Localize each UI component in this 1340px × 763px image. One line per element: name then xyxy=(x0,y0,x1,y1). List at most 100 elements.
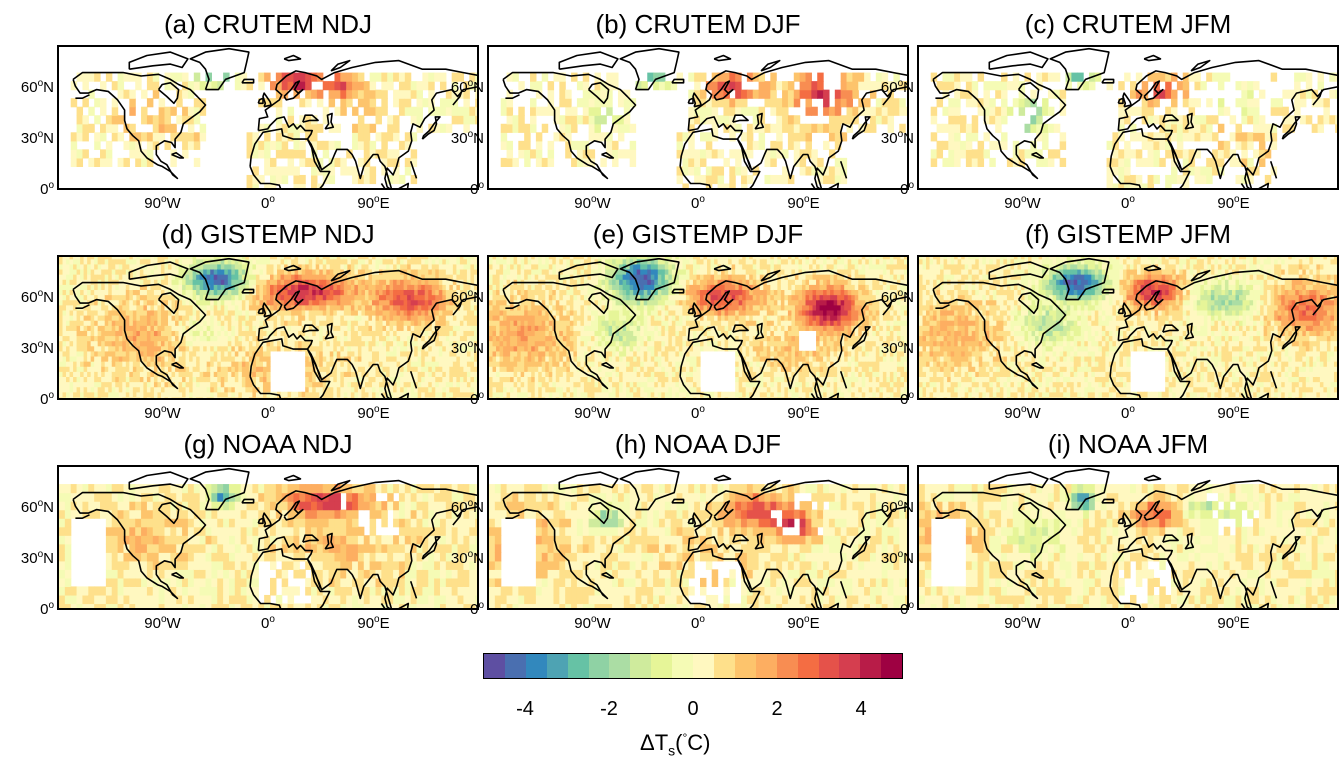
coastline xyxy=(157,291,180,315)
coastline xyxy=(302,534,319,543)
colorbar-swatch xyxy=(797,654,819,678)
coastline xyxy=(283,474,302,482)
coastline xyxy=(241,498,255,504)
coastline xyxy=(398,602,410,608)
coastline xyxy=(1240,183,1246,188)
coastline xyxy=(249,586,282,608)
lon-tick-label: 90oW xyxy=(574,614,611,632)
lon-tick-label: 0o xyxy=(691,614,705,632)
colorbar-swatch xyxy=(860,654,882,678)
coastline xyxy=(262,92,272,108)
coastline xyxy=(72,281,207,390)
coastline xyxy=(75,304,90,310)
coastline xyxy=(760,479,781,492)
coastline xyxy=(1109,166,1142,188)
coastline xyxy=(452,299,463,316)
anomaly-map xyxy=(919,467,1337,608)
coastline xyxy=(1109,338,1191,398)
panel-title: (c) CRUTEM JFM xyxy=(1024,9,1232,39)
coastline xyxy=(1117,307,1124,315)
coastline xyxy=(1190,269,1211,282)
lat-tick-label: 0o xyxy=(40,180,54,198)
coastline xyxy=(1109,548,1191,608)
coastline xyxy=(257,517,264,525)
coastline xyxy=(1117,59,1337,188)
lat-tick-label: 60oN xyxy=(20,287,54,306)
lat-tick-label: 30oN xyxy=(880,338,914,357)
coastline xyxy=(1117,479,1337,608)
coastline xyxy=(380,603,386,608)
colorbar-swatch xyxy=(734,654,756,678)
coastline xyxy=(671,288,685,294)
coastline xyxy=(587,291,610,315)
coastline xyxy=(851,326,871,350)
coastline xyxy=(760,269,781,282)
colorbar-swatch xyxy=(651,654,673,678)
lat-tick-label: 60oN xyxy=(20,77,54,96)
coastline xyxy=(249,376,282,398)
coastline xyxy=(241,78,255,84)
lat-tick-label: 30oN xyxy=(450,128,484,147)
lat-tick-label: 30oN xyxy=(880,548,914,567)
coastline xyxy=(1101,498,1115,504)
anomaly-map xyxy=(59,257,477,398)
coastline xyxy=(257,307,264,315)
coastline xyxy=(713,264,732,272)
coastline xyxy=(1184,322,1195,340)
colorbar-swatch xyxy=(839,654,861,678)
coastline xyxy=(1184,112,1195,130)
coastline xyxy=(1109,128,1191,188)
coastline xyxy=(1162,114,1179,123)
coastline xyxy=(587,501,610,525)
coastline xyxy=(421,536,441,560)
coastline xyxy=(257,59,477,188)
coastline xyxy=(601,362,615,369)
coastline xyxy=(1312,299,1323,316)
coastline xyxy=(257,479,477,608)
coastline xyxy=(679,128,761,188)
coastline xyxy=(1122,302,1132,318)
coastline xyxy=(687,307,694,315)
coastline xyxy=(330,479,351,492)
coastline xyxy=(283,264,302,272)
lat-tick-label: 60oN xyxy=(450,287,484,306)
coastline xyxy=(189,467,250,511)
lon-tick-label: 90oE xyxy=(787,404,820,422)
coastline xyxy=(1117,269,1337,398)
lat-tick-label: 60oN xyxy=(450,497,484,516)
lat-tick-label: 60oN xyxy=(880,497,914,516)
lon-tick-label: 90oE xyxy=(1217,404,1250,422)
coastline xyxy=(241,288,255,294)
coastline xyxy=(740,563,752,589)
coastline xyxy=(839,371,848,389)
coastline xyxy=(1049,467,1110,511)
lat-tick-label: 30oN xyxy=(20,128,54,147)
coastline xyxy=(171,572,185,579)
coastline xyxy=(171,152,185,159)
coastline xyxy=(128,261,189,280)
anomaly-map xyxy=(930,47,1337,188)
coastline xyxy=(988,261,1049,280)
coastline xyxy=(330,269,351,282)
coastline xyxy=(1031,362,1045,369)
coastline xyxy=(687,59,907,188)
coastline xyxy=(249,128,331,188)
coastline xyxy=(409,581,418,599)
lon-tick-label: 90oW xyxy=(574,404,611,422)
coastline xyxy=(713,500,734,521)
lon-tick-label: 0o xyxy=(1121,614,1135,632)
coastline xyxy=(1017,501,1040,525)
coastline xyxy=(882,89,893,106)
coastline xyxy=(1049,257,1110,301)
coastline xyxy=(189,47,250,91)
lon-tick-label: 90oW xyxy=(1004,614,1041,632)
coastline xyxy=(1190,59,1211,72)
coastline xyxy=(1049,47,1110,91)
coastline xyxy=(1190,479,1211,492)
colorbar-swatch xyxy=(567,654,589,678)
coastline xyxy=(1162,324,1179,333)
coastline xyxy=(754,322,765,340)
coastline xyxy=(619,467,680,511)
panel-title: (g) NOAA NDJ xyxy=(183,429,353,459)
map-panel xyxy=(917,45,1339,190)
